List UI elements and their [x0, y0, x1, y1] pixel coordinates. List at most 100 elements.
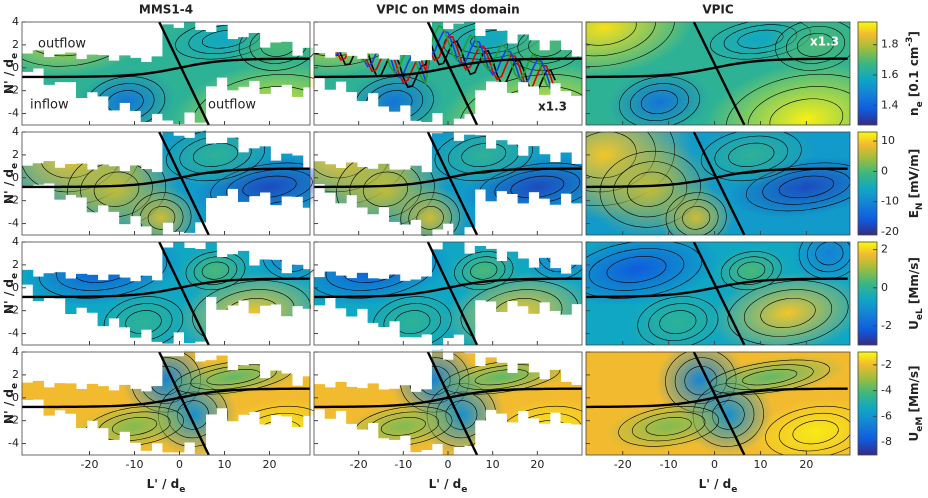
x-tick-label: -20 [614, 458, 632, 471]
separatrix [158, 21, 210, 126]
contour [629, 83, 689, 121]
contour [807, 242, 850, 273]
x-tick-label: 0 [445, 458, 452, 471]
y-axis-label: N' / de [2, 53, 20, 94]
column-title: VPIC on MMS domain [376, 3, 519, 17]
panel [21, 239, 315, 346]
x-tick-label: -20 [350, 458, 368, 471]
contour [606, 256, 667, 283]
annotation: x1.3 [538, 100, 567, 114]
contour [747, 86, 850, 125]
colorbar-tick-label: -10 [881, 195, 899, 208]
y-axis-label: N' / de [2, 383, 20, 424]
contour [408, 199, 452, 236]
separatrix [586, 167, 848, 189]
contour [111, 417, 158, 436]
contour [588, 248, 685, 291]
contour [474, 369, 529, 386]
field-blob [177, 246, 254, 295]
colorbar [857, 21, 878, 126]
contour [93, 171, 140, 207]
column-title: MMS1-4 [139, 3, 193, 17]
colorbar-tick-label: 0 [881, 281, 888, 294]
field-blob [604, 400, 733, 452]
y-tick-label: -2 [8, 414, 19, 427]
y-tick-label: 0 [12, 391, 19, 404]
contour [665, 192, 727, 235]
y-tick-label: 0 [12, 281, 19, 294]
separatrix [158, 241, 210, 346]
colorbar-label: UeM [Mm/s] [907, 366, 925, 442]
separatrix [692, 351, 746, 456]
separatrix [586, 387, 848, 409]
contour [193, 256, 238, 285]
y-tick-label: 4 [12, 125, 19, 138]
field-blob [790, 242, 850, 286]
contour [380, 417, 426, 436]
colorbar-tick-label: 1.6 [881, 68, 899, 81]
separatrix [692, 131, 746, 236]
separatrix [314, 57, 582, 79]
colorbar-tick-label: -4 [881, 384, 892, 397]
x-tick-label: 0 [176, 458, 183, 471]
separatrix [586, 57, 848, 79]
panel-frame [21, 131, 311, 236]
colorbar-label: ne [0.1 cm-3] [905, 31, 925, 116]
contour [792, 420, 839, 445]
contour [461, 142, 507, 167]
x-tick-label: 10 [486, 458, 500, 471]
x-tick-label: -10 [660, 458, 678, 471]
separatrix [314, 277, 582, 299]
contour [659, 310, 697, 335]
separatrix [426, 241, 479, 346]
colorbar-tick-label: -2 [881, 358, 892, 371]
separatrix [426, 351, 479, 456]
panel-frame [585, 21, 851, 126]
contour [645, 417, 692, 436]
contour [470, 261, 498, 280]
separatrix [586, 277, 848, 299]
field-blob [608, 69, 711, 125]
separatrix [314, 167, 582, 189]
panel-frame [21, 241, 311, 346]
contour [314, 19, 373, 46]
contour [700, 132, 802, 182]
contour [22, 19, 141, 67]
field-blob [764, 22, 850, 78]
y-tick-label: -4 [8, 327, 19, 340]
contour [613, 161, 688, 218]
contour [786, 26, 846, 64]
y-tick-label: -2 [8, 194, 19, 207]
contour [201, 261, 230, 280]
y-tick-label: -4 [8, 217, 19, 230]
contour [462, 256, 506, 285]
colorbar-tick-label: 1.8 [881, 38, 899, 51]
contour [797, 32, 835, 57]
contour [673, 199, 719, 235]
contour [599, 150, 701, 228]
contour [242, 175, 297, 199]
contour [416, 206, 444, 230]
contour [778, 412, 850, 452]
colorbar-label: EN [mV/m] [907, 149, 925, 219]
panel-frame [585, 241, 851, 346]
separatrix [426, 131, 479, 236]
contour [737, 261, 766, 280]
y-axis-label: N' / de [2, 163, 20, 204]
panel [585, 21, 851, 126]
contour [778, 175, 834, 199]
y-tick-label: -4 [8, 437, 19, 450]
column-title: VPIC [702, 3, 734, 17]
panel [313, 239, 583, 347]
x-axis-label: L' / de [429, 477, 468, 495]
colorbar [857, 131, 878, 236]
colorbar-tick-label: -6 [881, 409, 892, 422]
contour [775, 22, 850, 71]
panel [585, 351, 851, 456]
x-axis-label: L' / de [699, 477, 738, 495]
x-tick-label: 10 [218, 458, 232, 471]
y-tick-label: 2 [12, 148, 19, 161]
contour [586, 22, 675, 67]
y-tick-label: -2 [8, 84, 19, 97]
colorbar-tick-label: -8 [881, 435, 892, 448]
